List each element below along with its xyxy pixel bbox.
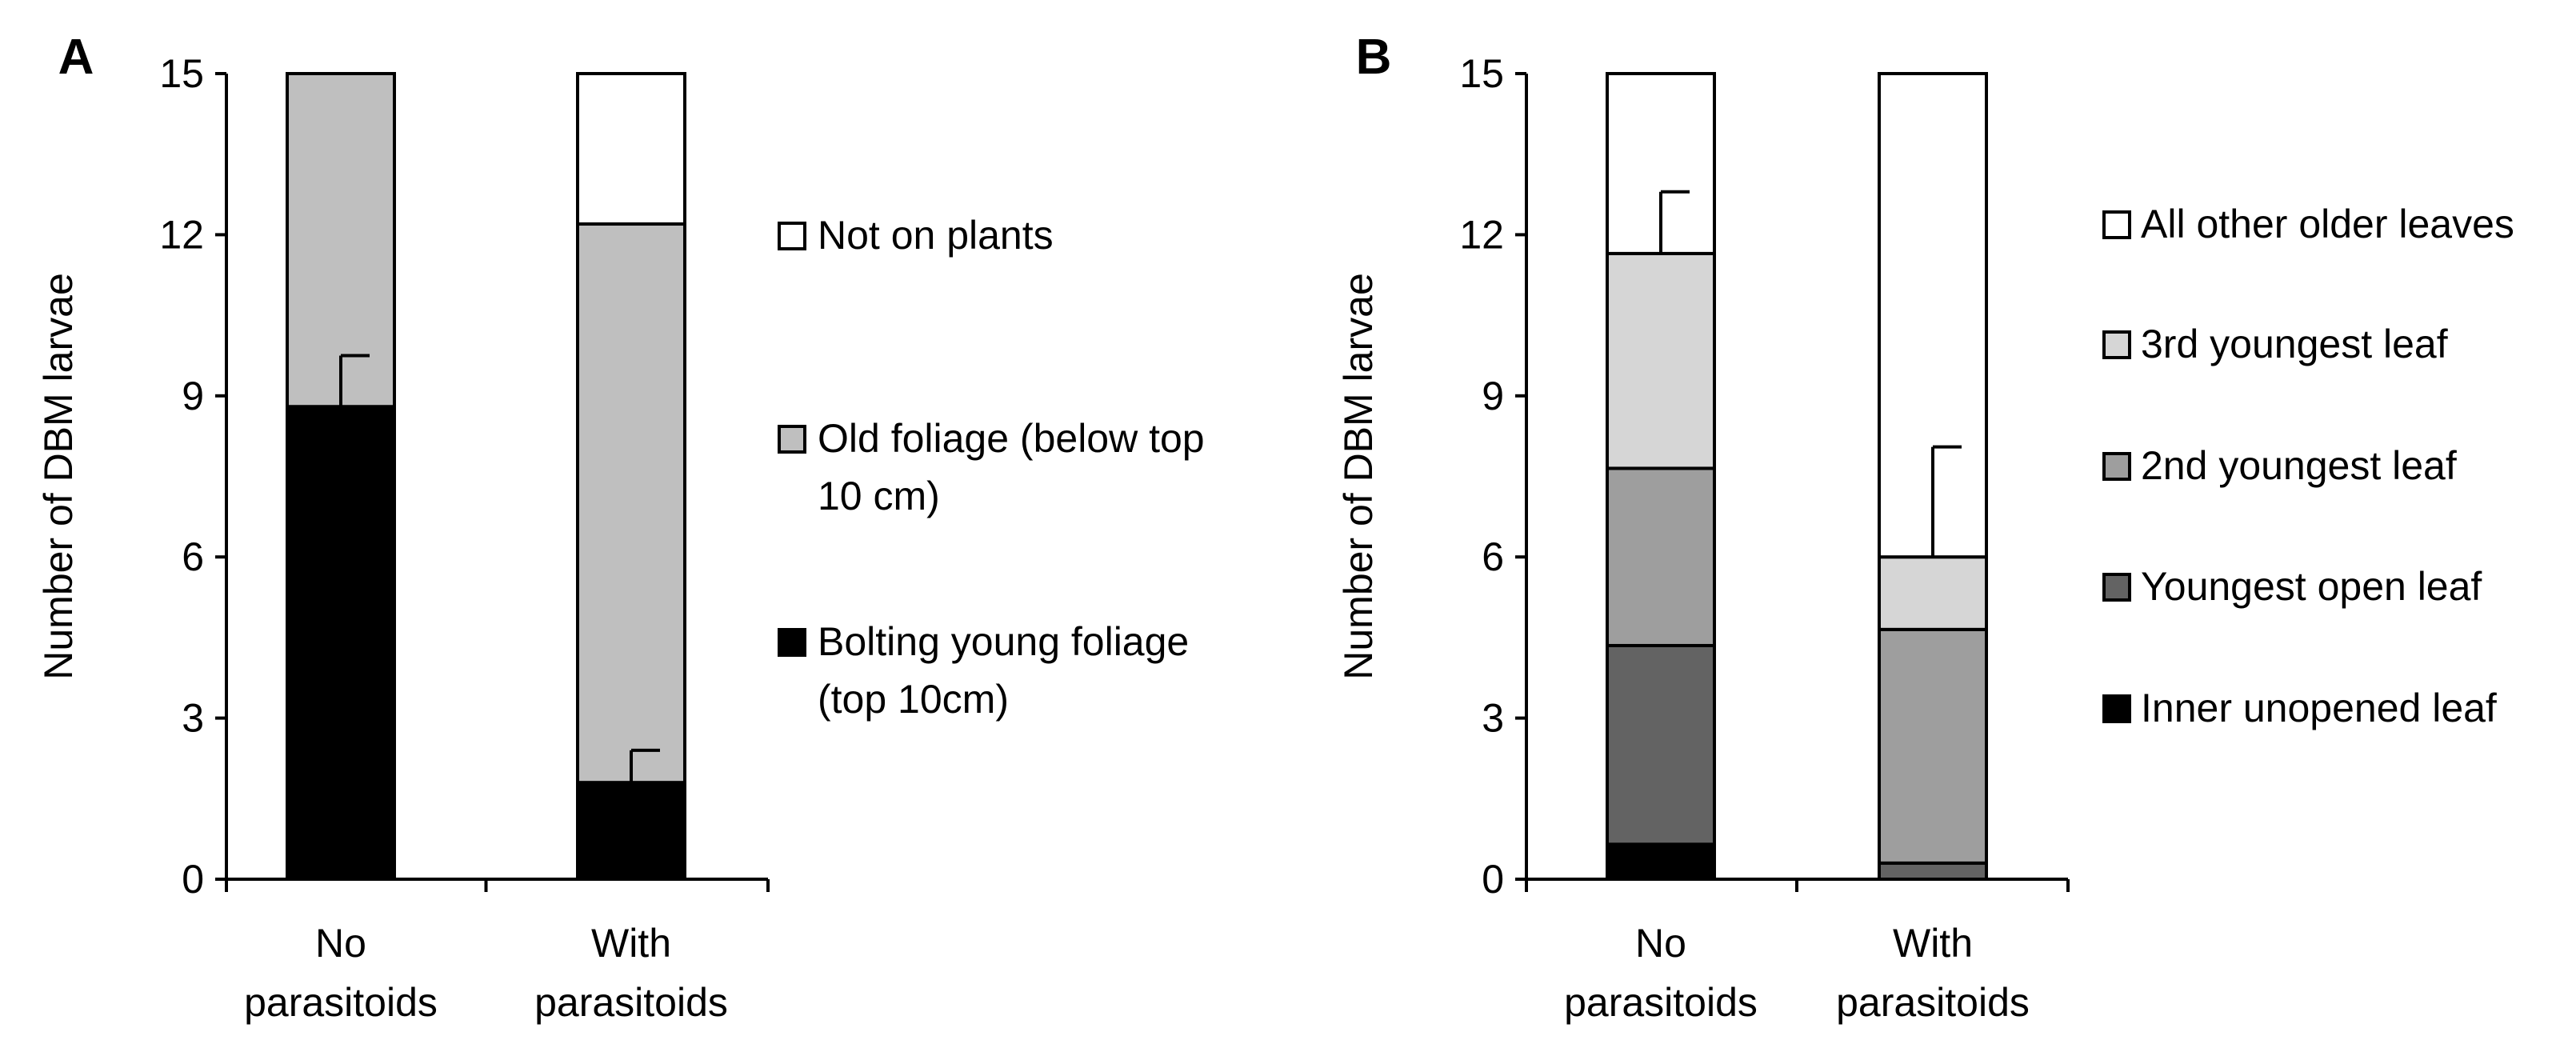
y-tick-label: 12 bbox=[1459, 212, 1504, 257]
legend-label: 10 cm) bbox=[818, 474, 940, 518]
legend-swatch bbox=[778, 425, 806, 454]
y-axis-label: Number of DBM larvae bbox=[1336, 273, 1381, 680]
panel-a: A Number of DBM larvae 0 3 6 9 12 15 No parasitoi… bbox=[36, 30, 1205, 1025]
y-tick-label: 15 bbox=[1459, 51, 1504, 96]
y-tick-label: 6 bbox=[182, 534, 204, 579]
bar-segment bbox=[1878, 627, 1988, 865]
legend-swatch bbox=[2102, 573, 2131, 602]
x-category-label-line1: With bbox=[591, 921, 671, 966]
y-tick-label: 9 bbox=[1482, 374, 1504, 418]
legend-label: Not on plants bbox=[818, 213, 1054, 258]
legend-label: All other older leaves bbox=[2141, 202, 2514, 246]
bar-segment bbox=[576, 222, 686, 785]
legend-swatch bbox=[2102, 330, 2131, 359]
legend-label: 2nd youngest leaf bbox=[2141, 443, 2457, 488]
y-tick-label: 9 bbox=[182, 374, 204, 418]
y-tick-label: 6 bbox=[1482, 534, 1504, 579]
x-category-label-line2: parasitoids bbox=[534, 980, 728, 1025]
legend-label: (top 10cm) bbox=[818, 677, 1009, 722]
legend-swatch bbox=[2102, 452, 2131, 481]
panel-label: B bbox=[1356, 30, 1392, 85]
y-tick-label: 12 bbox=[159, 212, 204, 257]
legend-swatch bbox=[778, 222, 806, 250]
bar-segment bbox=[1606, 251, 1716, 470]
legend-swatch bbox=[2102, 694, 2131, 723]
panel-label: A bbox=[58, 30, 94, 85]
legend-label: Youngest open leaf bbox=[2141, 564, 2482, 609]
x-category-label-line1: No bbox=[1635, 921, 1686, 966]
x-category-label-line1: With bbox=[1893, 921, 1973, 966]
bar-segment bbox=[1606, 643, 1716, 846]
legend-swatch bbox=[2102, 210, 2131, 239]
bar-segment bbox=[1878, 861, 1988, 881]
bar-segment bbox=[286, 72, 396, 409]
bar-segment bbox=[1878, 555, 1988, 631]
y-tick-label: 3 bbox=[182, 696, 204, 741]
legend-label: Bolting young foliage bbox=[818, 619, 1189, 664]
legend-label: Inner unopened leaf bbox=[2141, 686, 2497, 730]
bar-segment bbox=[576, 72, 686, 226]
bar-segment bbox=[286, 405, 396, 881]
y-tick-label: 0 bbox=[182, 857, 204, 902]
y-axis-label: Number of DBM larvae bbox=[36, 273, 81, 680]
bar-segment bbox=[1606, 842, 1716, 881]
legend-swatch bbox=[778, 628, 806, 657]
bar-segment bbox=[576, 781, 686, 881]
y-tick-label: 3 bbox=[1482, 696, 1504, 741]
y-tick-label: 15 bbox=[159, 51, 204, 96]
x-category-label-line2: parasitoids bbox=[1836, 980, 2030, 1025]
legend-label: 3rd youngest leaf bbox=[2141, 322, 2448, 366]
x-category-label-line1: No bbox=[315, 921, 366, 966]
panel-b: B Number of DBM larvae 0 3 6 9 12 15 No parasitoi… bbox=[1336, 30, 2514, 1025]
x-category-label-line2: parasitoids bbox=[1564, 980, 1758, 1025]
x-category-label-line2: parasitoids bbox=[244, 980, 438, 1025]
bar-segment bbox=[1606, 466, 1716, 647]
y-tick-label: 0 bbox=[1482, 857, 1504, 902]
legend-label: Old foliage (below top bbox=[818, 416, 1205, 461]
